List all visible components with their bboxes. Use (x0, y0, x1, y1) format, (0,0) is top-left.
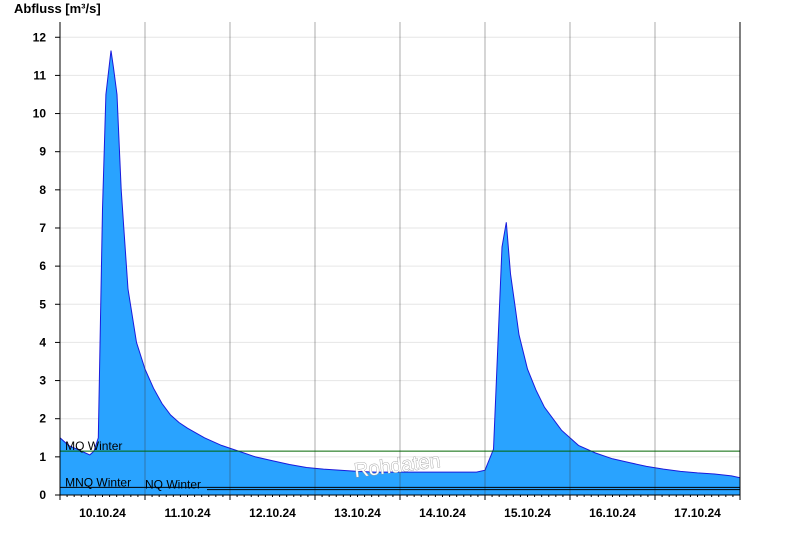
ref-label: MNQ Winter (65, 475, 131, 489)
discharge-line (59, 50, 741, 479)
x-tick-label: 11.10.24 (164, 506, 210, 520)
y-tick-label: 5 (39, 297, 46, 311)
ref-label: NQ Winter (145, 478, 201, 492)
y-tick-label: 10 (33, 107, 47, 121)
day-separator-lines (144, 22, 656, 495)
y-tick-label: 8 (39, 183, 46, 197)
discharge-series (59, 50, 741, 495)
x-tick-label: 16.10.24 (589, 506, 636, 520)
y-tick-label: 2 (39, 412, 46, 426)
x-tick-label: 17.10.24 (674, 506, 721, 520)
y-tick-label: 4 (39, 335, 46, 349)
ref-label: MQ Winter (65, 439, 122, 453)
y-tick-label: 7 (39, 221, 46, 235)
x-tick-label: 15.10.24 (504, 506, 551, 520)
y-tick-label: 9 (39, 145, 46, 159)
x-tick-label: 12.10.24 (249, 506, 296, 520)
discharge-area (60, 50, 740, 495)
y-tick-label: 11 (33, 68, 46, 82)
x-tick-label: 10.10.24 (79, 506, 126, 520)
y-tick-label: 6 (39, 259, 46, 273)
y-tick-label: 0 (39, 488, 46, 502)
x-tick-label: 14.10.24 (419, 506, 466, 520)
y-tick-label: 1 (39, 450, 46, 464)
reference-lines: MQ Winter MNQ Winter NQ Winter (60, 439, 740, 492)
y-tick-label: 12 (33, 30, 47, 44)
y-tick-label: 3 (39, 374, 46, 388)
x-tick-label: 13.10.24 (334, 506, 381, 520)
y-axis-title: Abfluss [m³/s] (14, 1, 101, 16)
